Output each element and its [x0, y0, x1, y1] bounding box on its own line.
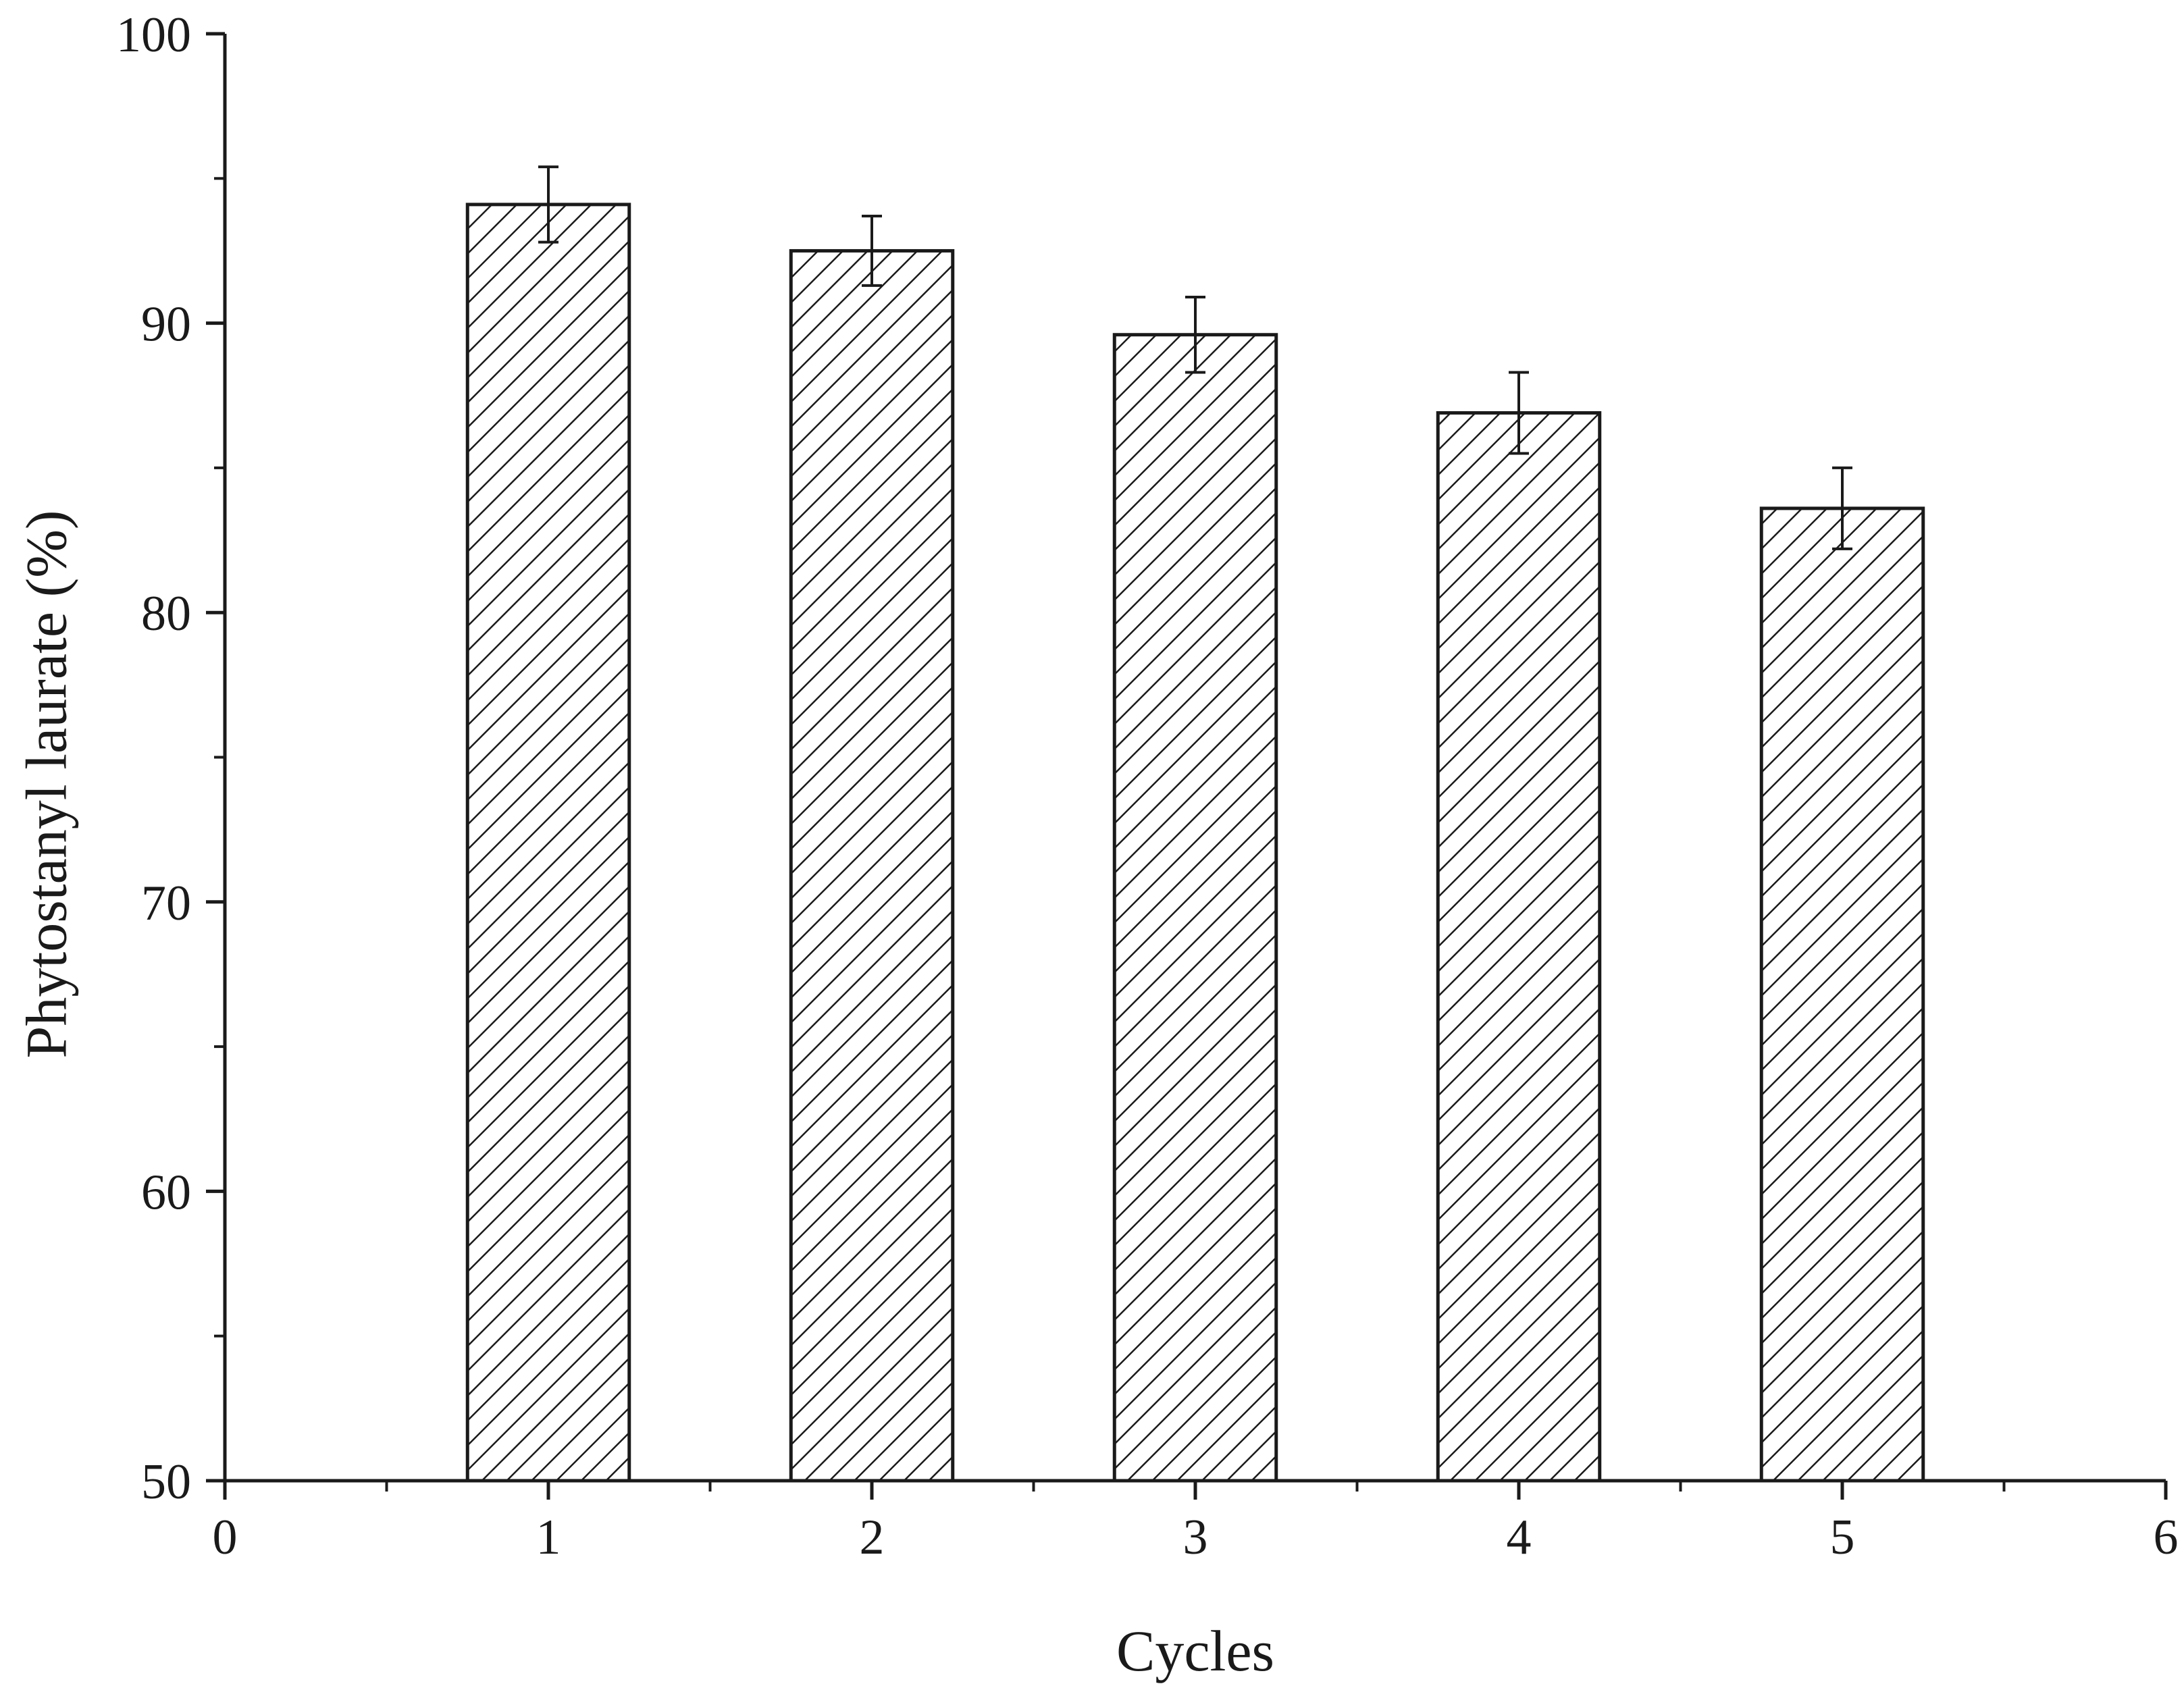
bar — [465, 203, 631, 1483]
y-tick-label: 80 — [141, 586, 191, 641]
ticks-layer: 50 60 70 80 90 100 0 1 2 3 4 5 6 — [116, 7, 2179, 1565]
bar — [1112, 333, 1278, 1483]
error-bar — [1832, 466, 1852, 550]
y-tick-label: 50 — [141, 1454, 191, 1510]
x-tick-label: 1 — [536, 1510, 561, 1565]
y-tick-label: 100 — [116, 7, 191, 63]
x-tick-label: 2 — [860, 1510, 885, 1565]
error-bar — [862, 215, 882, 287]
y-tick-label: 60 — [141, 1165, 191, 1220]
y-tick-label: 70 — [141, 876, 191, 931]
error-bar — [1509, 371, 1529, 455]
x-tick-label: 5 — [1830, 1510, 1855, 1565]
error-bars-layer — [538, 165, 1852, 550]
x-tick-label: 6 — [2154, 1510, 2179, 1565]
error-bar — [538, 165, 558, 244]
y-axis-title: Phytostanyl laurate (%) — [14, 510, 79, 1058]
error-bar — [1185, 296, 1205, 374]
x-tick-label: 0 — [213, 1510, 238, 1565]
bar — [1759, 506, 1925, 1483]
x-tick-label: 3 — [1183, 1510, 1208, 1565]
bar — [789, 248, 955, 1483]
bars-layer — [465, 203, 1925, 1483]
y-tick-label: 90 — [141, 297, 191, 352]
x-tick-label: 4 — [1507, 1510, 1532, 1565]
x-axis-title: Cycles — [1116, 1618, 1274, 1683]
bar — [1436, 411, 1602, 1483]
